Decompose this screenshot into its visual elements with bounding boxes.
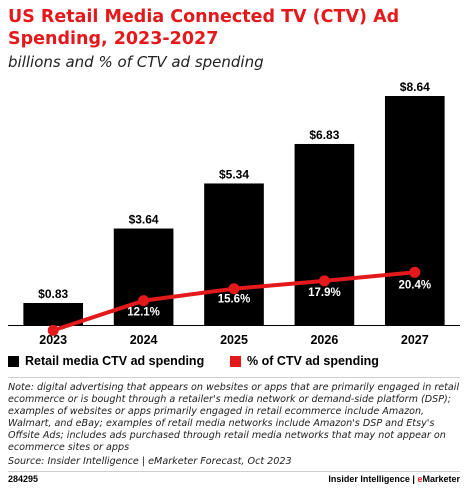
line-point-2023	[47, 324, 59, 336]
bar-2026	[294, 143, 355, 325]
legend: Retail media CTV ad spending % of CTV ad…	[8, 352, 460, 374]
line-point-2025	[228, 283, 240, 295]
legend-item-bar: Retail media CTV ad spending	[8, 354, 204, 368]
x-tick-label-2026: 2026	[310, 333, 338, 347]
line-point-2024	[138, 295, 150, 307]
chart-area: $0.83 $3.64 $5.34 $6.83 $8.64 2023 2024 2025 202…	[8, 80, 460, 347]
divider-bottom	[8, 471, 460, 472]
bar-value-label-2026: $6.83	[309, 128, 339, 142]
brand-right: Marketer	[422, 474, 460, 484]
bar-value-label-2024: $3.64	[129, 213, 159, 227]
legend-swatch-bar	[8, 355, 19, 367]
bar-2023	[23, 303, 84, 325]
brand-logo: Insider Intelligence | eMarketer	[328, 474, 460, 484]
brand-e: e	[417, 474, 423, 484]
chart-subtitle: billions and % of CTV ad spending	[8, 53, 264, 71]
brand-left: Insider Intelligence |	[328, 474, 418, 484]
line-value-label-2024: 12.1%	[127, 307, 160, 319]
legend-label-bar: Retail media CTV ad spending	[25, 354, 205, 368]
x-tick-label-2023: 2023	[39, 333, 67, 347]
x-tick-label-2025: 2025	[220, 333, 248, 347]
x-tick-label-2024: 2024	[130, 333, 158, 347]
bar-value-label-2023: $0.83	[38, 287, 68, 301]
footer: 284295 Insider Intelligence | eMarketer	[8, 474, 460, 488]
line-value-label-2025: 15.6%	[218, 294, 251, 306]
chart-note: Note: digital advertising that appears o…	[8, 382, 460, 454]
legend-label-line: % of CTV ad spending	[247, 354, 379, 368]
bar-value-label-2027: $8.64	[400, 80, 430, 94]
line-value-label-2026: 17.9%	[308, 287, 341, 299]
divider-top	[8, 377, 460, 378]
legend-swatch-line	[230, 355, 241, 367]
legend-item-line: % of CTV ad spending	[230, 354, 379, 368]
line-point-2027	[409, 266, 421, 278]
chart-title: US Retail Media Connected TV (CTV) Ad Sp…	[8, 7, 400, 49]
bar-2025	[204, 183, 264, 325]
chart-id: 284295	[8, 474, 39, 484]
line-value-label-2023: 3.4%	[10, 325, 36, 337]
bar-value-label-2025: $5.34	[219, 167, 249, 181]
x-tick-label-2027: 2027	[401, 333, 429, 347]
chart-source: Source: Insider Intelligence | eMarketer…	[8, 456, 292, 467]
bar-2027	[384, 96, 445, 325]
line-value-label-2027: 20.4%	[398, 279, 431, 291]
line-point-2026	[318, 275, 330, 287]
